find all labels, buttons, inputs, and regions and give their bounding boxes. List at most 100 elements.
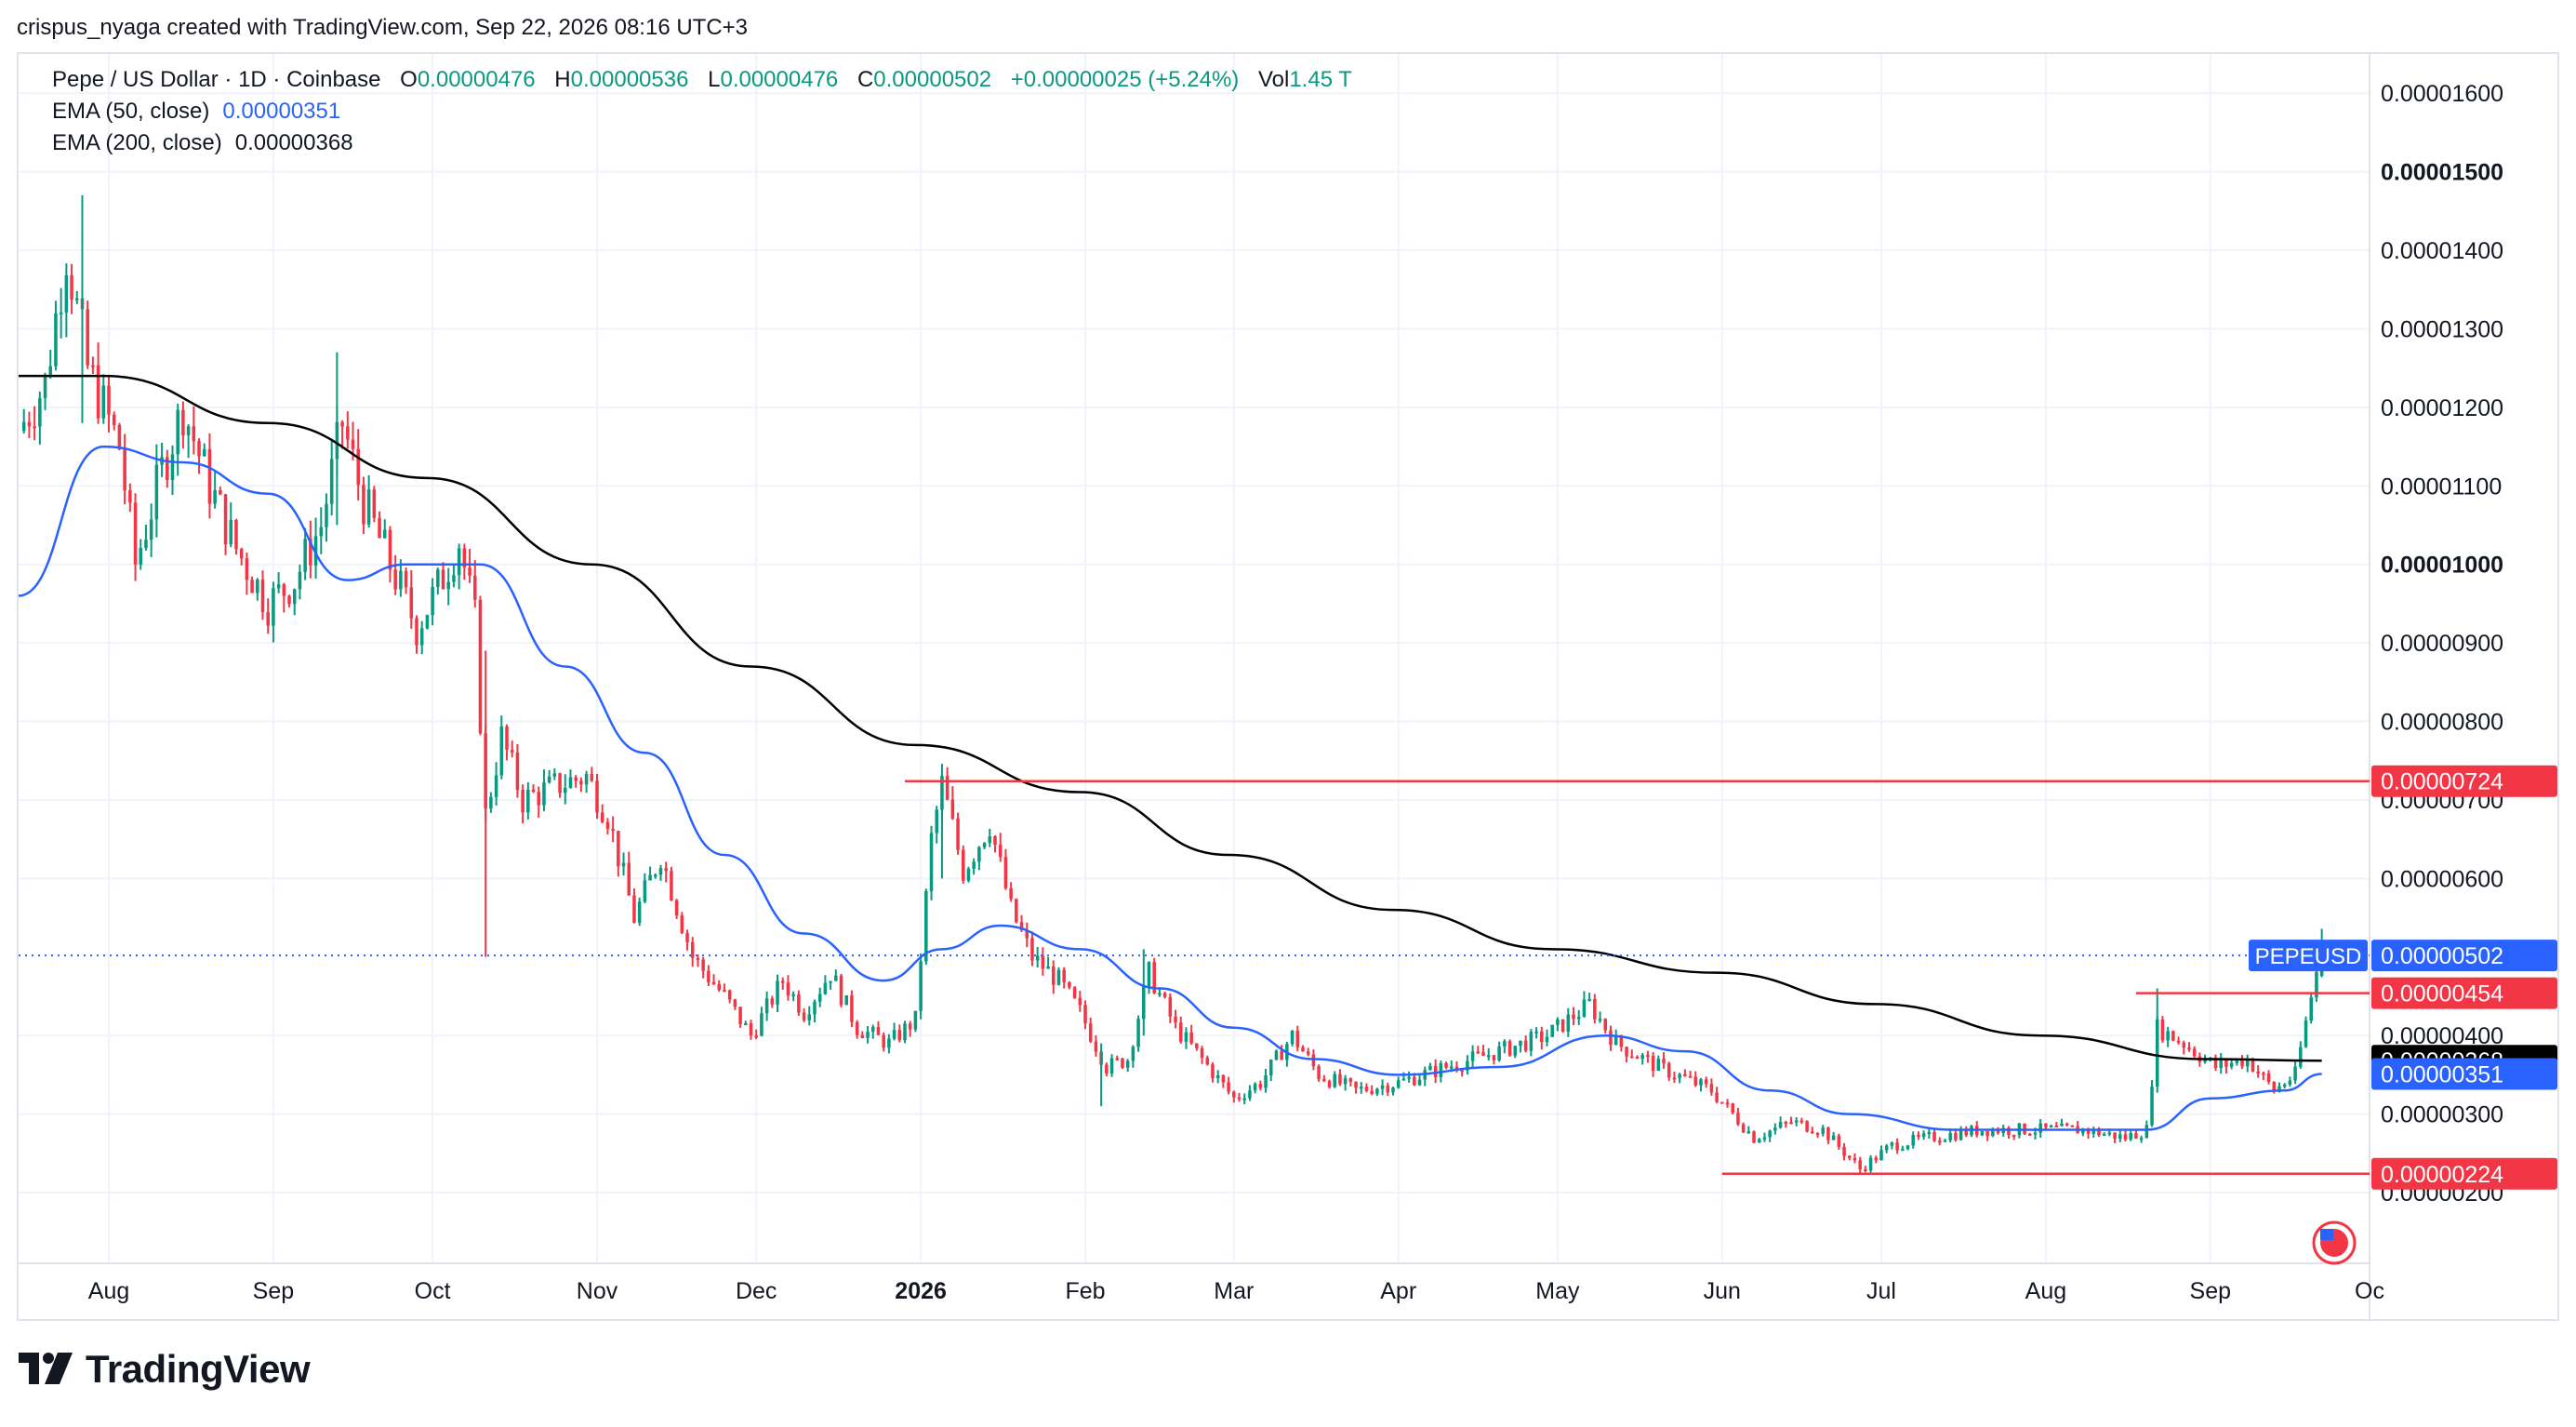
time-tick-label: Mar: [1214, 1278, 1254, 1304]
volume-label: Vol: [1257, 67, 1290, 92]
candle-body: [282, 584, 286, 596]
candle-body: [472, 575, 477, 600]
candle-body: [1009, 887, 1013, 900]
candle-body: [176, 409, 179, 455]
us-flag-canton: [2320, 1229, 2333, 1240]
candle-body: [272, 588, 275, 626]
candle-body: [1444, 1062, 1448, 1068]
ema200-legend[interactable]: EMA (200, close) 0.00000368: [52, 130, 353, 156]
candle-body: [452, 575, 456, 582]
candle-body: [935, 809, 939, 834]
candle-body: [239, 549, 244, 559]
candle-body: [1630, 1056, 1634, 1059]
candle-body: [537, 792, 541, 806]
candle-body: [1348, 1078, 1353, 1082]
candle-body: [1529, 1032, 1534, 1051]
candle-body: [1762, 1137, 1767, 1140]
candle-body: [1454, 1066, 1459, 1071]
candle-body: [86, 309, 89, 366]
candle-body: [378, 517, 381, 539]
candle-body: [1635, 1057, 1640, 1060]
price-chart[interactable]: 0.00001600 0.00001500 0.00001400 0.00001300…: [19, 54, 2557, 1319]
candle-body: [1486, 1055, 1491, 1058]
candle-body: [1215, 1074, 1220, 1079]
candle-body: [1317, 1066, 1321, 1080]
candle-body: [1864, 1168, 1867, 1171]
candle-body: [876, 1027, 881, 1035]
candle-body: [690, 941, 695, 958]
candle-body: [319, 527, 324, 537]
candle-body: [870, 1027, 875, 1033]
candle-body: [2299, 1047, 2303, 1067]
candle-body: [956, 818, 960, 850]
candle-body: [1678, 1074, 1681, 1078]
candle-body: [542, 782, 546, 806]
candle-body: [1205, 1058, 1210, 1065]
candle-body: [966, 868, 971, 881]
ohlc-legend[interactable]: Pepe / US Dollar · 1D · Coinbase O0.0000…: [52, 67, 1352, 93]
candle-body: [2091, 1128, 2096, 1134]
level-price-tag-bg: [2371, 1157, 2557, 1190]
candle-body: [91, 365, 95, 367]
candle-body: [834, 975, 838, 981]
candle-body: [1396, 1080, 1401, 1088]
candle-body: [1815, 1133, 1820, 1136]
candle-body: [1232, 1091, 1236, 1098]
candle-body: [1666, 1063, 1671, 1078]
candle-body: [1603, 1019, 1608, 1031]
ema50-label[interactable]: EMA (50, close): [52, 99, 210, 124]
candle-body: [1158, 993, 1162, 995]
candle-body: [945, 775, 949, 800]
tradingview-logo[interactable]: TradingView: [19, 1347, 311, 1392]
candle-body: [1030, 938, 1034, 961]
candle-body: [1996, 1129, 2000, 1134]
candle-body: [590, 774, 594, 781]
candle-body: [1189, 1032, 1193, 1044]
candle-body: [1704, 1079, 1708, 1085]
candle-body: [1821, 1127, 1825, 1134]
ema50-legend[interactable]: EMA (50, close) 0.00000351: [52, 99, 340, 125]
ema200-label[interactable]: EMA (200, close): [52, 130, 222, 155]
candle-body: [850, 995, 854, 1022]
candle-body: [117, 424, 122, 449]
candle-body: [494, 775, 498, 797]
candle-body: [1550, 1024, 1554, 1037]
candle-body: [2144, 1125, 2149, 1139]
candle-body: [181, 409, 185, 435]
candle-body: [776, 980, 779, 1005]
candle-body: [462, 548, 467, 567]
open-label: O: [400, 67, 418, 92]
chart-frame[interactable]: 0.00001600 0.00001500 0.00001400 0.00001300…: [17, 52, 2559, 1321]
candle-body: [2213, 1058, 2218, 1069]
ema50-price-tag: 0.00000351: [2381, 1062, 2503, 1088]
candle-body: [670, 871, 673, 900]
ema200-line[interactable]: [19, 374, 2322, 1062]
candle-body: [611, 829, 615, 832]
candle-body: [1195, 1043, 1199, 1048]
ema200-value: 0.00000368: [234, 130, 353, 155]
candle-body: [292, 589, 297, 605]
candle-body: [1640, 1055, 1644, 1060]
candle-body: [2192, 1048, 2197, 1057]
candle-body: [33, 426, 36, 429]
candle-body: [727, 990, 732, 1000]
candle-body: [568, 777, 573, 788]
candle-body: [547, 776, 551, 783]
time-tick-label: Nov: [577, 1278, 618, 1304]
candle-body: [1842, 1146, 1846, 1156]
candle-body: [2129, 1133, 2132, 1140]
candle-body: [1784, 1122, 1788, 1125]
candle-body: [441, 569, 445, 590]
candle-body: [1699, 1079, 1703, 1086]
candle-body: [1094, 1041, 1098, 1052]
candle-body: [1587, 999, 1591, 1002]
candle-body: [998, 845, 1003, 858]
time-tick-label: May: [1535, 1278, 1580, 1304]
candle-body: [1619, 1035, 1624, 1047]
candle-body: [1911, 1135, 1916, 1146]
ema50-line[interactable]: [19, 445, 2322, 1131]
candle-body: [1035, 955, 1040, 961]
symbol-label[interactable]: Pepe / US Dollar · 1D · Coinbase: [52, 67, 381, 92]
candle-body: [786, 982, 790, 996]
candle-body: [1449, 1066, 1454, 1069]
